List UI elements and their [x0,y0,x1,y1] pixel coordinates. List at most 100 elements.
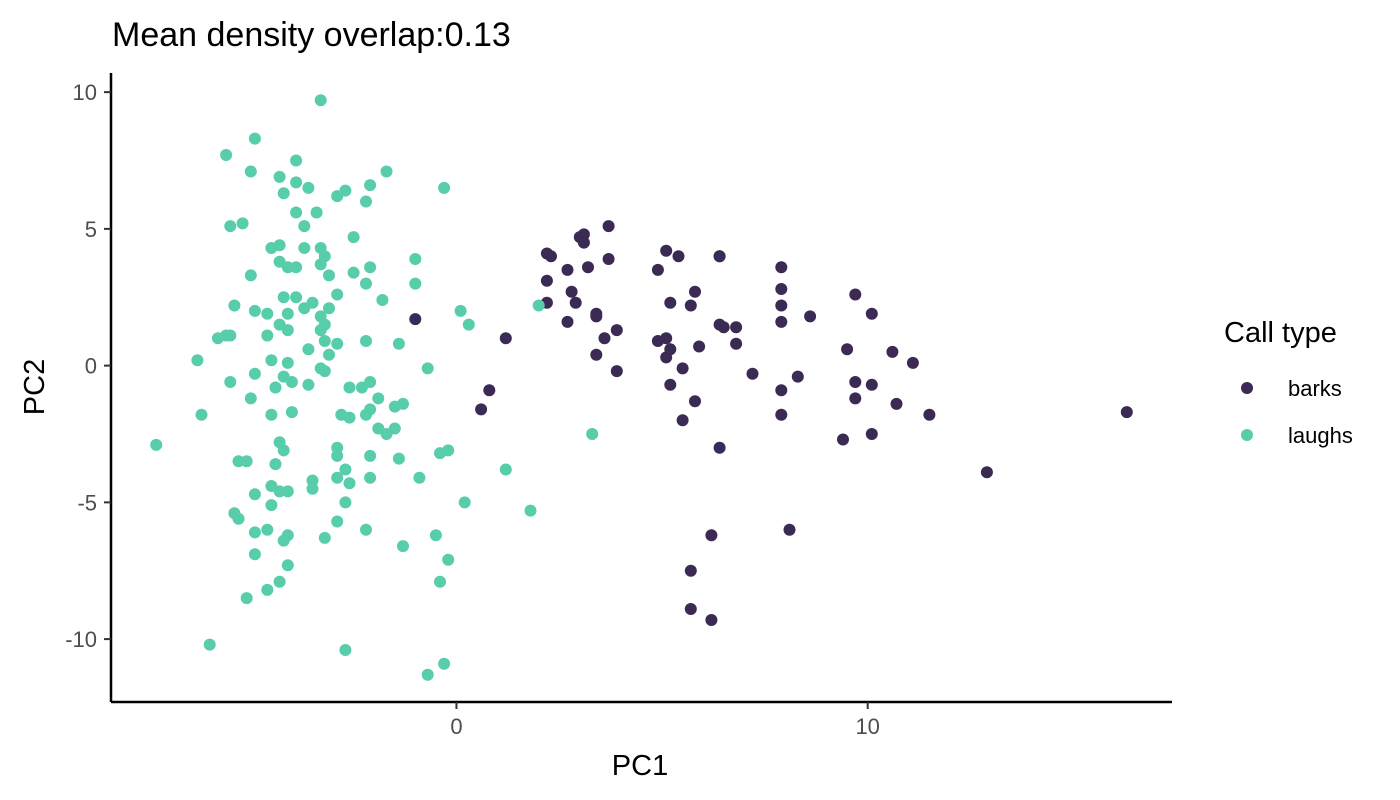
y-tick-label: -5 [77,490,97,515]
point-barks-3 [475,403,488,416]
point-barks-10 [561,263,574,276]
point-laughs-129 [331,515,344,528]
point-laughs-60 [318,335,331,347]
point-laughs-47 [281,307,294,320]
point-barks-73 [1120,406,1133,419]
point-barks-19 [590,310,603,323]
point-barks-41 [664,378,677,391]
point-laughs-133 [248,548,261,561]
point-barks-2 [483,384,496,397]
point-laughs-111 [331,471,344,484]
y-tick-label: 10 [73,80,97,105]
point-laughs-36 [360,277,372,290]
point-barks-15 [565,285,578,298]
point-barks-12 [582,261,594,274]
point-laughs-124 [232,512,245,525]
point-barks-54 [775,408,788,421]
y-tick-label: -10 [65,627,97,652]
point-laughs-57 [224,329,237,342]
point-barks-27 [664,296,677,309]
point-barks-43 [689,395,701,408]
point-laughs-139 [261,583,274,596]
point-laughs-65 [323,348,335,361]
point-barks-13 [602,253,615,265]
point-laughs-61 [331,337,344,350]
point-barks-40 [730,337,743,350]
point-laughs-113 [413,471,426,484]
plot-area: 0 10 10 5 0 -5 -10 [65,73,1172,739]
point-laughs-63 [392,337,405,350]
x-tick-label: 0 [450,714,462,739]
point-barks-11 [540,274,553,287]
point-barks-25 [660,244,673,257]
point-laughs-91 [265,408,278,421]
point-barks-7 [577,228,590,241]
legend-label-laughs: laughs [1288,423,1353,448]
point-laughs-140 [240,592,253,605]
point-laughs-137 [281,559,294,572]
y-axis-title: PC2 [19,359,51,415]
point-barks-50 [804,310,817,323]
point-laughs-42 [331,288,344,301]
point-laughs-34 [409,253,422,265]
point-laughs-24 [298,242,311,254]
point-laughs-81 [244,392,257,405]
point-laughs-130 [360,523,372,536]
point-laughs-11 [331,190,344,203]
point-laughs-85 [343,411,356,424]
point-laughs-76 [343,381,356,394]
point-laughs-98 [388,422,401,435]
point-laughs-38 [290,291,303,304]
y-tick-label: 0 [85,354,97,379]
point-laughs-15 [290,206,303,219]
point-laughs-5 [290,154,303,167]
point-laughs-78 [364,376,377,388]
legend-key-barks [1241,382,1253,394]
point-laughs-89 [360,408,372,421]
point-laughs-132 [277,534,290,547]
point-laughs-70 [318,365,331,378]
point-laughs-125 [265,499,278,512]
point-barks-59 [906,356,919,369]
point-laughs-13 [360,195,372,208]
point-laughs-142 [203,638,216,651]
point-laughs-3 [244,165,257,178]
y-tick-label: 5 [85,217,97,242]
point-laughs-7 [277,187,290,200]
point-laughs-104 [364,449,377,462]
point-laughs-90 [195,408,208,421]
point-laughs-2 [220,149,233,161]
point-laughs-6 [380,165,393,178]
point-barks-31 [713,250,726,263]
point-laughs-49 [281,324,294,337]
point-laughs-44 [228,299,241,312]
point-barks-64 [923,408,936,421]
point-laughs-82 [269,381,282,394]
point-barks-48 [775,299,788,312]
point-barks-70 [684,603,697,615]
point-barks-5 [545,250,557,263]
point-laughs-117 [273,485,286,498]
point-laughs-26 [314,258,327,271]
point-laughs-141 [434,575,446,588]
point-barks-51 [746,367,759,380]
point-laughs-35 [409,277,422,290]
point-barks-17 [561,315,574,328]
point-laughs-109 [306,482,319,495]
point-laughs-105 [392,452,405,465]
point-laughs-144 [438,657,451,670]
point-barks-49 [775,315,788,328]
point-barks-16 [569,296,582,309]
point-laughs-134 [397,540,409,553]
point-barks-0 [409,313,422,326]
point-barks-52 [775,384,788,397]
point-laughs-59 [211,332,224,345]
point-laughs-108 [306,474,319,487]
point-laughs-54 [454,304,467,317]
point-laughs-22 [265,242,278,254]
point-laughs-92 [150,438,163,451]
point-laughs-114 [499,463,512,476]
point-laughs-88 [397,397,409,410]
point-laughs-17 [298,220,311,233]
